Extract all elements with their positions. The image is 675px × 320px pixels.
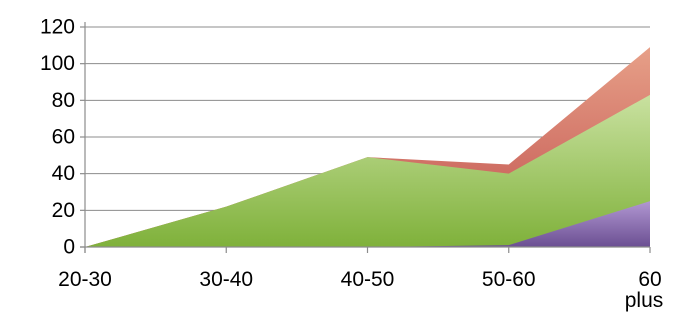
series-area-1 — [85, 94, 650, 247]
x-tick-label-1: 30-40 — [199, 268, 253, 291]
y-tick-label-120: 120 — [40, 16, 75, 39]
axes — [80, 22, 651, 253]
x-tick-labels: 20-30 30-40 40-50 50-60 60 plus — [58, 268, 663, 312]
series-area-2 — [85, 201, 650, 247]
x-tick-label-3: 50-60 — [482, 268, 536, 291]
y-tick-label-40: 40 — [52, 162, 75, 185]
y-tick-labels: 0 20 40 60 80 100 120 — [40, 16, 75, 259]
x-tick-label-0: 20-30 — [58, 268, 112, 291]
series-areas — [85, 47, 650, 247]
y-tick-label-100: 100 — [40, 52, 75, 75]
y-tick-label-0: 0 — [63, 236, 75, 259]
x-tick-label-4: 60 plus — [625, 268, 664, 312]
x-tick-label-2: 40-50 — [341, 268, 395, 291]
y-tick-label-60: 60 — [52, 126, 75, 149]
y-tick-label-20: 20 — [52, 199, 75, 222]
y-tick-label-80: 80 — [52, 89, 75, 112]
